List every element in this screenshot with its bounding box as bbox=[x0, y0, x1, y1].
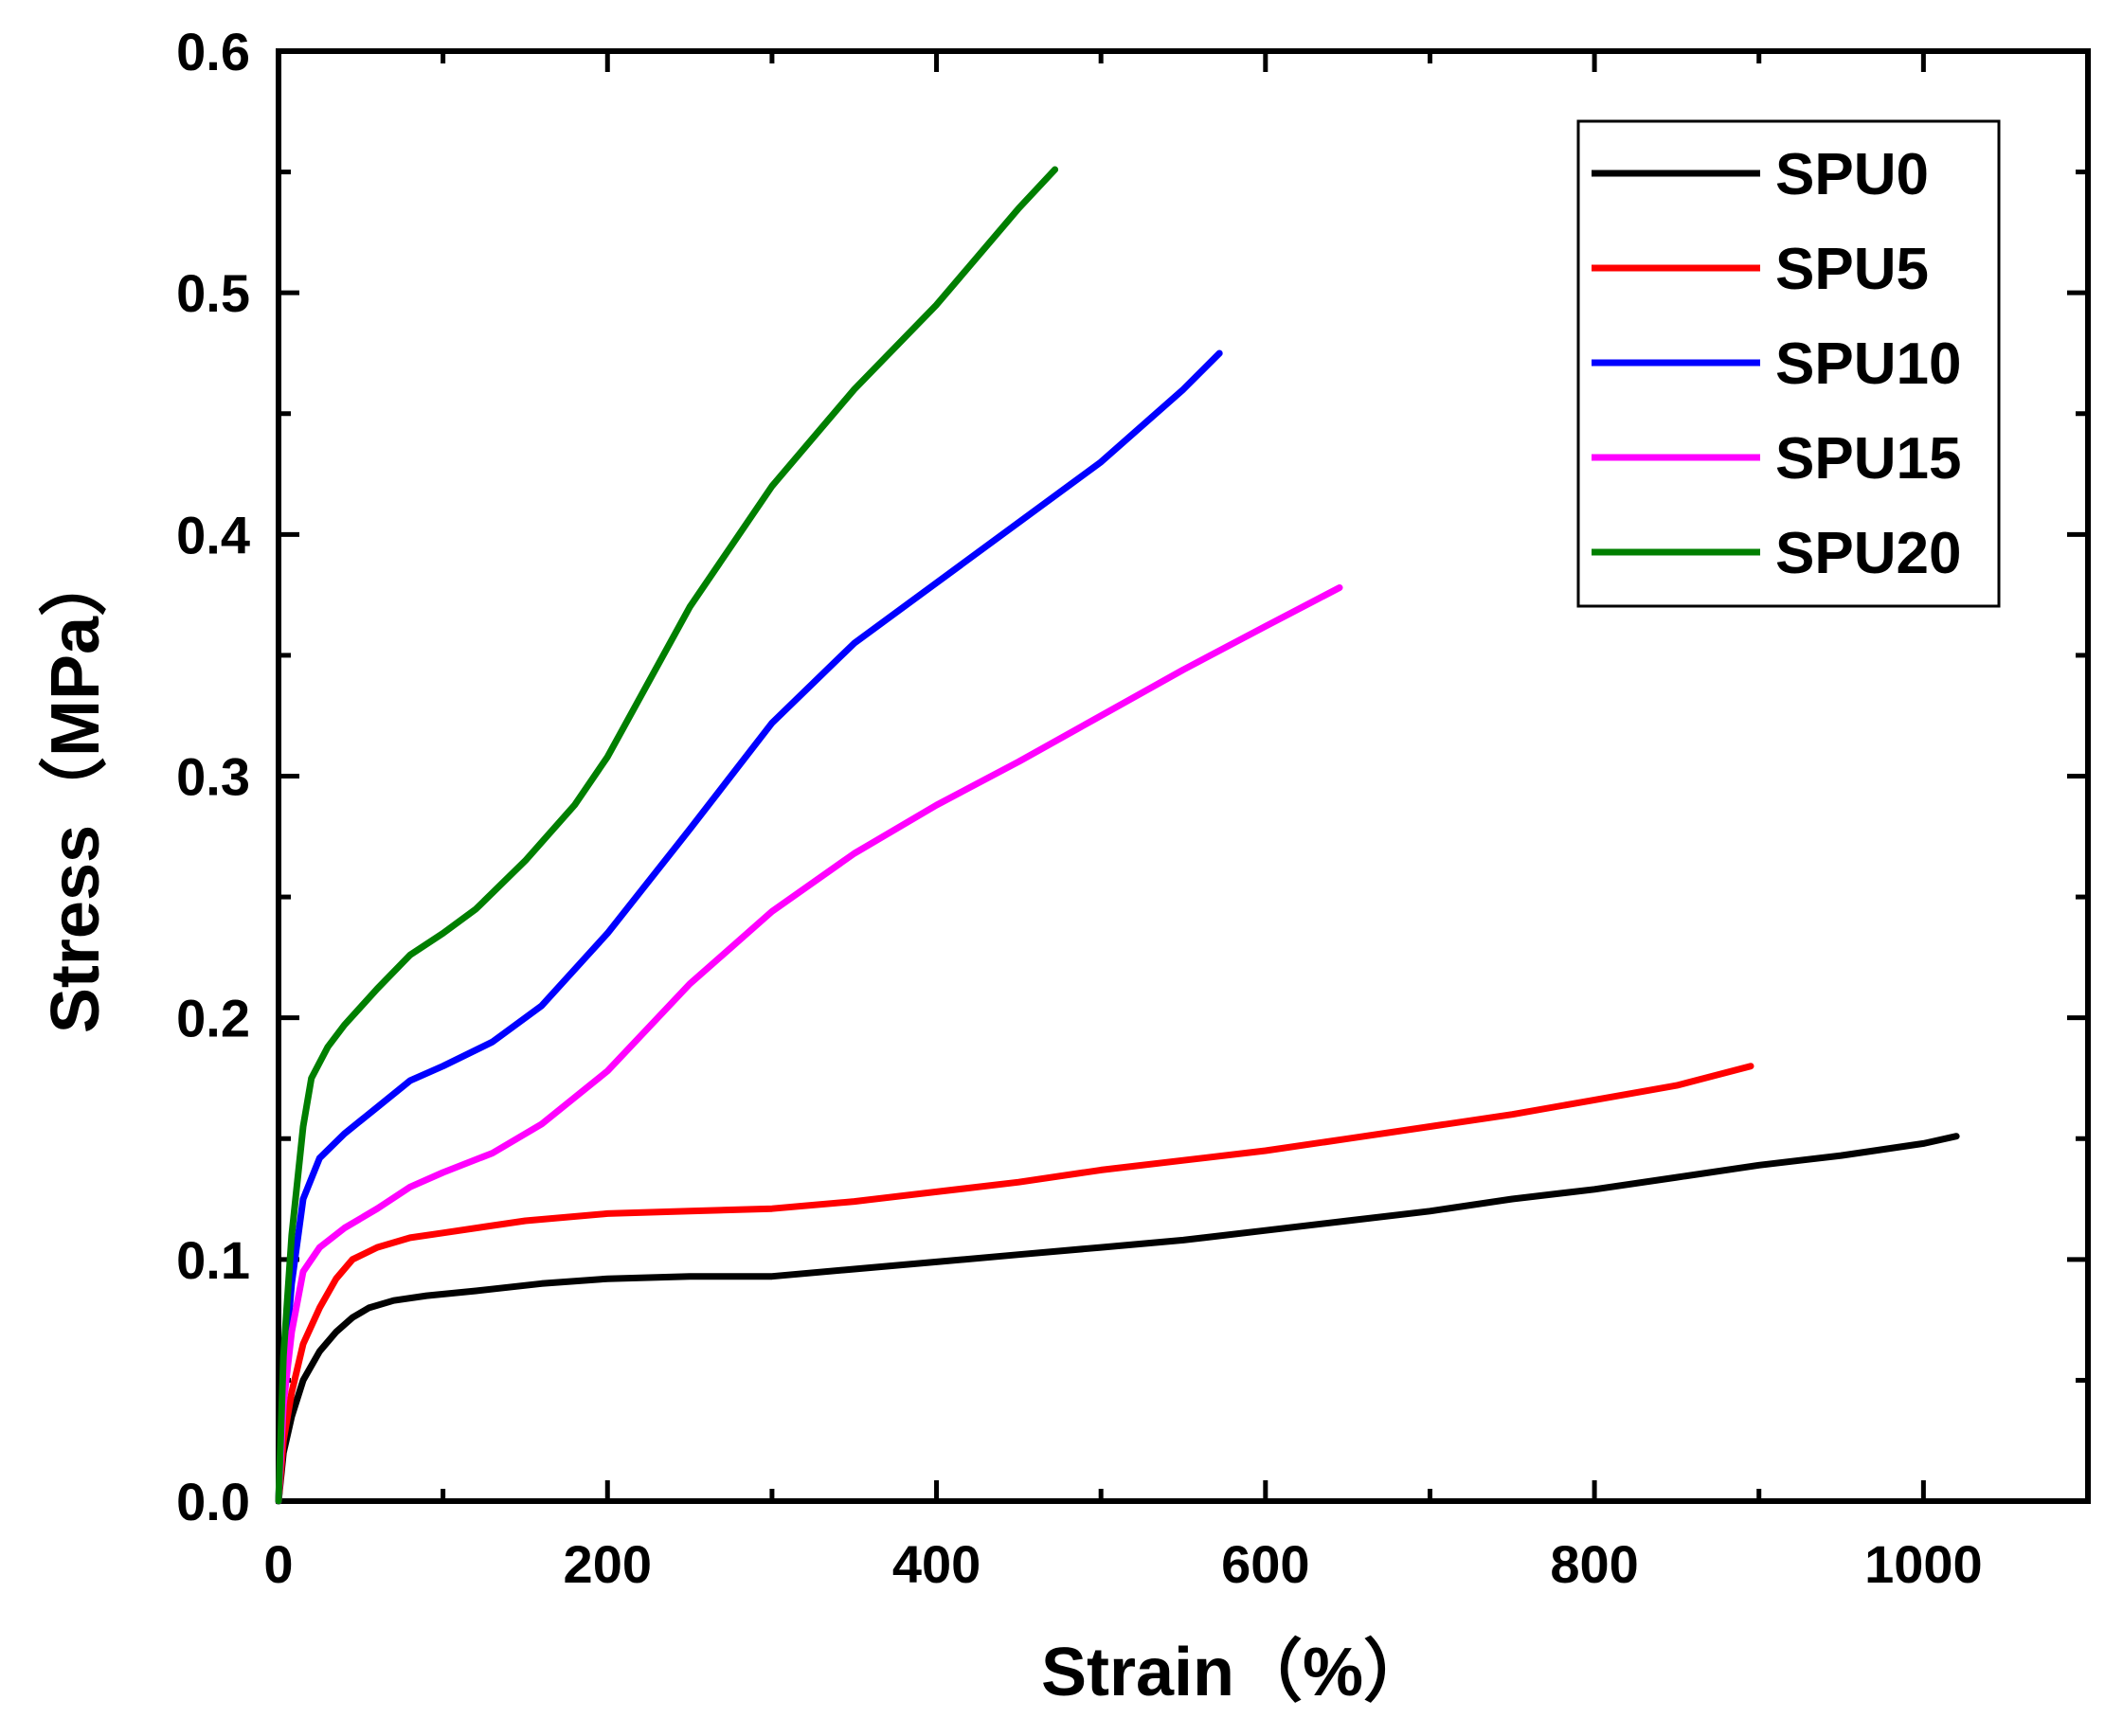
series-line-spu5 bbox=[275, 1063, 1754, 1505]
legend: SPU0 SPU5 SPU10 SPU15 SPU20 bbox=[1576, 119, 2001, 608]
y-tick-label: 0.5 bbox=[176, 263, 250, 323]
series-line-spu20 bbox=[275, 166, 1059, 1505]
series-line-spu10 bbox=[275, 349, 1223, 1505]
series-line-spu0 bbox=[275, 1133, 1960, 1505]
x-tick-label: 600 bbox=[1221, 1534, 1309, 1594]
y-tick-label: 0.2 bbox=[176, 989, 250, 1048]
legend-label-spu20: SPU20 bbox=[1775, 521, 1961, 586]
x-tick-label: 200 bbox=[564, 1534, 652, 1594]
y-tick-labels: 0.0 0.1 0.2 0.3 0.4 0.5 0.6 bbox=[176, 22, 250, 1531]
x-tick-label: 0 bbox=[263, 1534, 293, 1594]
series-line-spu15 bbox=[275, 584, 1343, 1505]
x-tick-label: 1000 bbox=[1864, 1534, 1983, 1594]
legend-label-spu0: SPU0 bbox=[1775, 142, 1929, 207]
y-tick-label: 0.0 bbox=[176, 1472, 250, 1531]
y-tick-label: 0.1 bbox=[176, 1230, 250, 1290]
x-tick-label: 400 bbox=[892, 1534, 981, 1594]
y-tick-label: 0.3 bbox=[176, 747, 250, 807]
legend-label-spu10: SPU10 bbox=[1775, 331, 1961, 397]
series-layer bbox=[275, 166, 1960, 1505]
axis-ticks bbox=[276, 48, 2091, 1504]
x-tick-labels: 0 200 400 600 800 1000 bbox=[263, 1534, 1982, 1594]
y-tick-label: 0.4 bbox=[176, 505, 250, 564]
x-axis-label: Strain（%） bbox=[1041, 1635, 1431, 1710]
y-axis-label: Stress（MPa） bbox=[38, 548, 114, 1033]
y-tick-label: 0.6 bbox=[176, 22, 250, 81]
legend-label-spu5: SPU5 bbox=[1775, 237, 1929, 302]
x-tick-label: 800 bbox=[1550, 1534, 1638, 1594]
legend-label-spu15: SPU15 bbox=[1775, 426, 1961, 492]
